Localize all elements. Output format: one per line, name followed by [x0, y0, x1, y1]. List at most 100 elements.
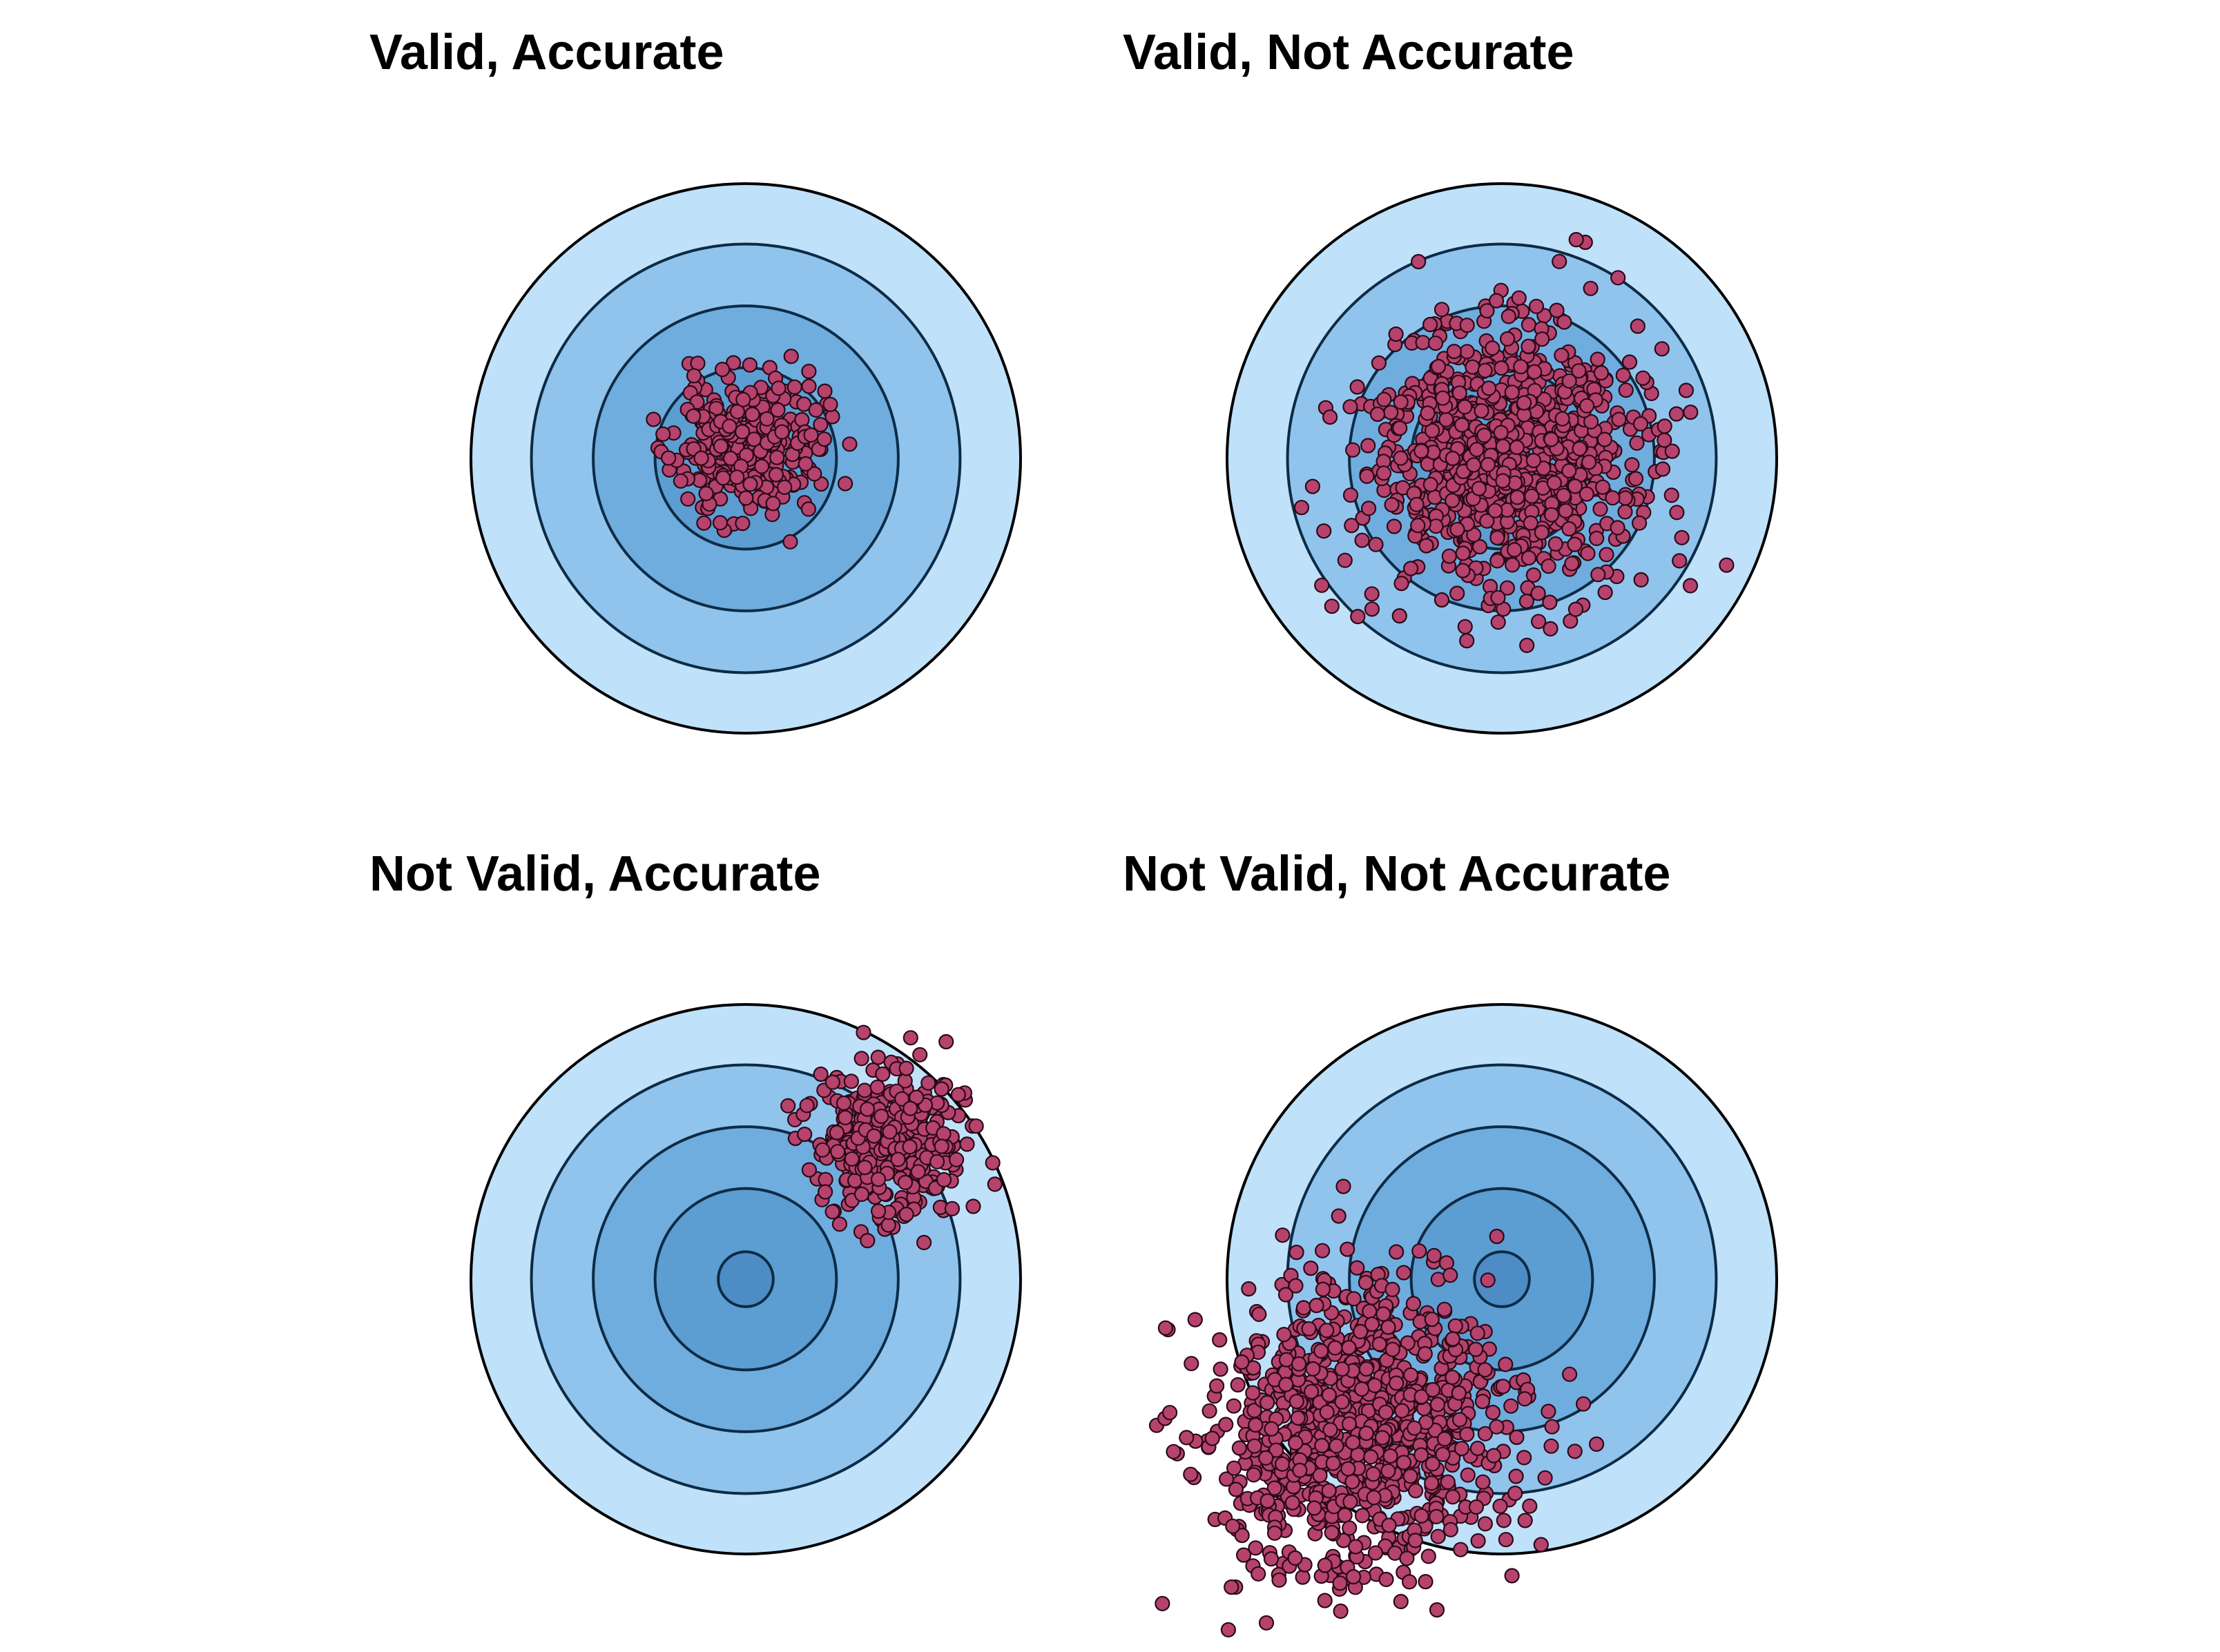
data-point: [771, 380, 786, 396]
data-point: [646, 411, 662, 427]
data-point: [1344, 442, 1361, 458]
data-point: [1367, 1545, 1384, 1561]
data-point: [1345, 1568, 1362, 1585]
data-point: [1245, 1385, 1261, 1401]
data-point: [1428, 518, 1444, 534]
data-point: [1505, 557, 1521, 573]
data-point: [1259, 1493, 1275, 1509]
data-point: [1325, 1455, 1341, 1471]
data-point: [1567, 601, 1584, 617]
data-point: [1393, 450, 1409, 466]
data-point: [920, 1075, 936, 1091]
data-point: [1518, 593, 1534, 610]
data-point: [1420, 405, 1436, 421]
data-point: [1208, 1378, 1225, 1394]
data-point: [1309, 1297, 1324, 1314]
data-point: [1683, 404, 1699, 420]
data-point: [800, 501, 817, 517]
data-point: [801, 378, 817, 394]
data-point: [836, 1095, 852, 1111]
data-point: [1457, 619, 1473, 634]
data-point: [1430, 1528, 1446, 1544]
data-point: [1369, 406, 1386, 422]
data-point: [1218, 1471, 1235, 1487]
data-point: [1322, 1422, 1338, 1438]
data-point: [830, 1144, 846, 1160]
panel-title: Valid, Accurate: [369, 25, 724, 80]
data-point: [1519, 637, 1535, 654]
data-point: [936, 1172, 952, 1188]
data-point: [1332, 1575, 1348, 1591]
data-point: [898, 1060, 914, 1076]
data-point: [1678, 382, 1694, 398]
data-point: [1341, 1339, 1357, 1356]
data-point: [1436, 1301, 1452, 1317]
data-point: [759, 411, 775, 427]
data-point: [1521, 338, 1536, 354]
target-ring-5: [717, 1250, 775, 1308]
data-point: [1446, 344, 1462, 360]
data-point: [1477, 1516, 1493, 1532]
data-point: [1546, 475, 1562, 491]
data-point: [1405, 1296, 1422, 1312]
data-point: [1358, 1426, 1374, 1441]
data-point: [1668, 406, 1684, 422]
data-point: [1451, 1412, 1468, 1428]
data-point: [1465, 359, 1480, 375]
data-point: [1248, 1417, 1264, 1433]
data-point: [813, 1066, 829, 1082]
data-point: [738, 490, 754, 506]
data-point: [1292, 1462, 1308, 1478]
data-point: [1471, 480, 1487, 496]
data-point: [1663, 487, 1679, 503]
data-point: [713, 438, 729, 454]
data-point: [782, 534, 798, 550]
data-point: [859, 1101, 876, 1117]
data-point: [1664, 443, 1680, 459]
data-point: [1471, 538, 1488, 555]
data-point: [1430, 358, 1447, 375]
data-point: [1364, 601, 1380, 617]
data-point: [1442, 1267, 1458, 1283]
data-point: [1509, 439, 1525, 456]
data-point: [1595, 479, 1611, 495]
data-point: [1268, 1442, 1284, 1458]
data-point: [985, 1155, 1001, 1171]
data-point: [1314, 1437, 1330, 1454]
data-point: [1454, 1441, 1469, 1457]
data-point: [1543, 621, 1558, 637]
data-point: [1429, 1508, 1445, 1524]
data-point: [856, 1082, 873, 1098]
data-point: [1226, 1460, 1242, 1476]
data-point: [1572, 440, 1587, 457]
data-point: [1314, 1243, 1331, 1259]
data-point: [1445, 450, 1460, 467]
data-point: [1422, 317, 1438, 333]
data-point: [698, 485, 714, 502]
data-point: [1306, 1500, 1322, 1516]
data-point: [1682, 578, 1699, 594]
data-point: [680, 491, 696, 507]
data-point: [1453, 1542, 1469, 1557]
data-point: [890, 1151, 906, 1167]
data-point: [1410, 518, 1426, 534]
data-point: [1384, 1341, 1400, 1357]
data-point: [1201, 1403, 1217, 1419]
data-point: [1303, 1383, 1320, 1399]
data-point: [1554, 411, 1570, 427]
data-point: [1610, 270, 1626, 286]
data-point: [1388, 326, 1404, 342]
data-point: [1411, 1243, 1427, 1259]
data-point: [1376, 1306, 1391, 1322]
data-point: [1293, 500, 1310, 516]
data-point: [1384, 496, 1400, 513]
data-point: [822, 396, 838, 412]
panel-not-valid-accurate: Not Valid, Accurate: [369, 846, 1022, 1555]
panel-valid-not-accurate: Valid, Not Accurate: [1123, 25, 1778, 735]
data-point: [1166, 1444, 1181, 1459]
data-point: [1530, 585, 1546, 601]
data-point: [1504, 385, 1520, 400]
data-point: [1590, 567, 1606, 583]
data-point: [807, 466, 822, 482]
data-point: [1498, 1532, 1514, 1548]
